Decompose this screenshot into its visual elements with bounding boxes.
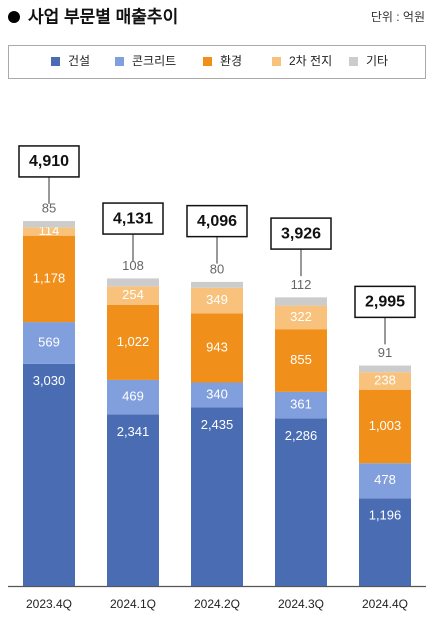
data-label: 855 — [290, 352, 312, 367]
data-label: 2,435 — [201, 417, 234, 432]
total-box — [354, 285, 416, 319]
total-label: 4,910 — [29, 153, 69, 170]
bar-segment — [359, 372, 411, 390]
total-label: 4,096 — [197, 213, 237, 230]
total-box — [102, 202, 164, 235]
data-label: 322 — [290, 309, 312, 324]
data-label: 1,003 — [369, 418, 402, 433]
x-tick-label: 2024.4Q — [362, 597, 408, 611]
data-label: 349 — [206, 292, 228, 307]
x-tick-label: 2024.3Q — [278, 597, 324, 611]
bar-segment — [107, 379, 159, 415]
bar-segment — [191, 313, 243, 383]
data-label: 478 — [374, 472, 396, 487]
bar-segment — [191, 407, 243, 586]
bar-segment — [359, 498, 411, 586]
x-tick-label: 2024.2Q — [194, 597, 240, 611]
legend-swatch — [272, 57, 281, 66]
bar-segment — [359, 389, 411, 464]
bar-segment — [275, 329, 327, 392]
data-label: 1,022 — [117, 334, 150, 349]
unit-label: 단위 : 억원 — [371, 10, 425, 24]
bar-segment — [275, 305, 327, 330]
bar-segment — [275, 391, 327, 419]
bar-segment — [191, 281, 243, 288]
data-label: 361 — [290, 397, 312, 412]
total-box — [186, 204, 248, 238]
total-box — [270, 217, 332, 250]
data-label: 80 — [210, 261, 224, 276]
x-tick-label: 2023.4Q — [26, 597, 72, 611]
legend-swatch — [203, 57, 212, 66]
data-label: 340 — [206, 386, 228, 401]
data-label: 1,196 — [369, 508, 402, 523]
data-label: 112 — [291, 277, 312, 292]
data-label: 91 — [378, 345, 392, 360]
bar-segment — [359, 463, 411, 499]
chart-title: 사업 부문별 매출추이 — [28, 7, 178, 26]
legend-label: 콘크리트 — [132, 54, 176, 68]
x-tick-label: 2024.1Q — [110, 597, 156, 611]
bar-segment — [107, 286, 159, 305]
bar-segment — [359, 365, 411, 373]
total-label: 4,131 — [113, 210, 153, 227]
bar-segment — [191, 287, 243, 314]
total-label: 3,926 — [281, 225, 321, 242]
legend-label: 건설 — [68, 54, 90, 68]
legend-label: 2차 전지 — [289, 54, 332, 68]
data-label: 1,178 — [33, 270, 66, 285]
legend-swatch — [115, 57, 124, 66]
data-label: 254 — [122, 287, 144, 302]
data-label: 85 — [42, 201, 56, 216]
legend-swatch — [349, 57, 358, 66]
data-label: 2,286 — [285, 428, 318, 443]
bar-segment — [23, 235, 75, 323]
data-label: 469 — [122, 389, 144, 404]
data-label: 2,341 — [117, 424, 150, 439]
bar-segment — [23, 322, 75, 364]
bar-segment — [107, 278, 159, 287]
total-label: 2,995 — [365, 294, 405, 311]
title-bullet — [8, 11, 20, 23]
legend-label: 기타 — [366, 54, 388, 68]
bar-segment — [107, 304, 159, 380]
bar-segment — [23, 221, 75, 228]
bar-segment — [275, 297, 327, 306]
bar-segment — [275, 418, 327, 586]
data-label: 3,030 — [33, 373, 66, 388]
data-label: 108 — [122, 258, 144, 273]
bar-segment — [191, 382, 243, 408]
bar-segment — [23, 363, 75, 586]
data-label: 238 — [374, 372, 396, 387]
legend-label: 환경 — [220, 54, 242, 68]
total-box — [18, 145, 80, 178]
bar-segment — [107, 414, 159, 586]
bar-segment — [23, 227, 75, 236]
data-label: 943 — [206, 339, 228, 354]
data-label: 569 — [38, 334, 60, 349]
legend-swatch — [51, 57, 60, 66]
